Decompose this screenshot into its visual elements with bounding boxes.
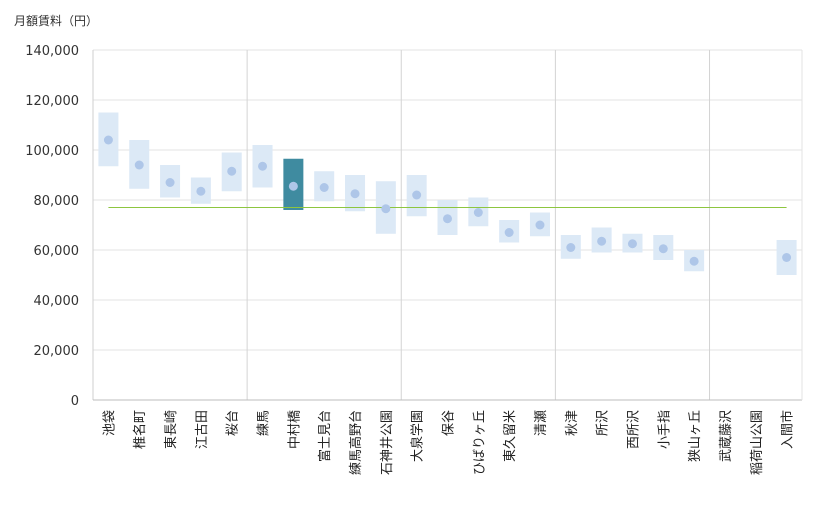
x-tick-label: 東長崎 [163, 410, 179, 449]
x-tick-label: 稲荷山公園 [750, 410, 765, 475]
mean-point[interactable] [319, 183, 329, 192]
x-tick-label: 江古田 [195, 410, 210, 449]
mean-point[interactable] [103, 135, 113, 145]
mean-point[interactable] [350, 189, 360, 199]
mean-point[interactable] [227, 166, 237, 176]
x-tick-label: 保谷 [442, 410, 457, 436]
x-tick-label: 中村橋 [287, 410, 302, 449]
mean-point[interactable] [443, 214, 452, 224]
mean-point[interactable] [134, 160, 144, 170]
y-tick-label: 20,000 [34, 344, 80, 359]
x-tick-label: 桜台 [226, 410, 241, 436]
y-tick-label: 0 [71, 394, 79, 409]
mean-point[interactable] [288, 181, 298, 191]
y-tick-label: 120,000 [25, 94, 79, 109]
mean-point[interactable] [658, 244, 668, 254]
mean-point[interactable] [196, 186, 206, 196]
mean-point[interactable] [473, 208, 483, 217]
x-tick-label: 石神井公園 [380, 410, 395, 475]
x-tick-label: 狭山ヶ丘 [688, 410, 703, 462]
y-tick-label: 60,000 [34, 244, 80, 259]
y-axis-unit-label: 月額賃料（円） [14, 14, 99, 28]
mean-point[interactable] [412, 190, 422, 200]
x-tick-label: 東久留米 [502, 410, 518, 462]
x-tick-label: 池袋 [102, 410, 117, 436]
x-tick-label: 清瀬 [534, 410, 549, 436]
y-tick-label: 140,000 [25, 44, 79, 59]
y-tick-label: 40,000 [34, 294, 80, 309]
mean-point[interactable] [627, 239, 637, 249]
mean-point[interactable] [597, 236, 607, 246]
mean-point[interactable] [165, 178, 175, 187]
mean-point[interactable] [782, 253, 792, 262]
y-tick-label: 100,000 [25, 144, 79, 159]
y-tick-label: 80,000 [34, 194, 80, 209]
x-tick-label: 椎名町 [132, 410, 148, 449]
mean-point[interactable] [381, 204, 391, 214]
mean-point[interactable] [689, 256, 699, 266]
mean-point[interactable] [566, 243, 576, 252]
x-tick-label: ひばりヶ丘 [472, 410, 487, 475]
x-tick-label: 秋津 [565, 410, 580, 436]
x-tick-label: 武蔵藤沢 [719, 410, 734, 462]
mean-point[interactable] [258, 161, 268, 171]
x-tick-label: 大泉学園 [410, 410, 426, 462]
x-tick-label: 所沢 [596, 410, 611, 436]
mean-point[interactable] [535, 220, 545, 230]
x-tick-label: 練馬 [257, 410, 272, 436]
x-tick-label: 入間市 [780, 410, 796, 449]
x-tick-label: 西所沢 [626, 410, 641, 449]
mean-point[interactable] [504, 228, 514, 237]
x-tick-label: 小手指 [657, 410, 672, 449]
x-tick-label: 富士見台 [317, 410, 333, 462]
x-tick-label: 練馬高野台 [348, 410, 364, 475]
